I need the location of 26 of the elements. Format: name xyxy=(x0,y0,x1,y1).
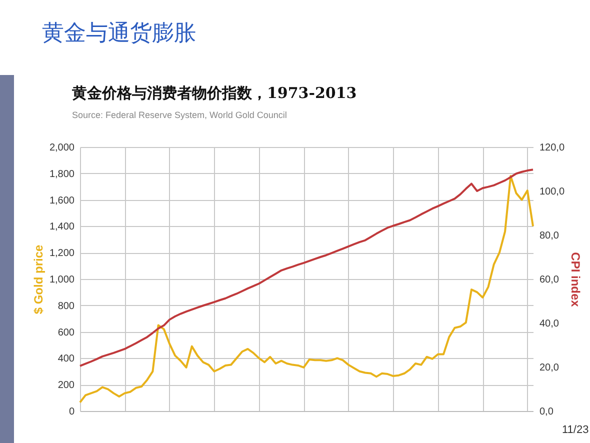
y-tick-label: 200 xyxy=(58,380,75,392)
y-tick-label: 400 xyxy=(58,354,75,365)
y-tick-label: 0 xyxy=(68,406,75,418)
y-tick-label: 1,800 xyxy=(49,168,75,180)
y-tick-label: 1,400 xyxy=(49,222,75,233)
y2-tick-label: 80,0 xyxy=(540,230,560,242)
chart-title: 黄金与通货膨胀 xyxy=(42,20,196,48)
y2-tick-label: 100,0 xyxy=(540,186,565,198)
y2-tick-label: 0,0 xyxy=(540,406,554,418)
y-tick-label: 1,200 xyxy=(49,248,75,260)
y2-axis-title: CPI index xyxy=(568,252,583,308)
source-note: Source: Federal Reserve System, World Gold Council xyxy=(72,110,287,120)
y2-tick-label: 20,0 xyxy=(540,362,560,374)
line-series xyxy=(79,175,534,404)
y2-tick-label: 40,0 xyxy=(540,318,560,330)
line-series xyxy=(79,168,534,367)
y-tick-label: 2,000 xyxy=(49,142,75,154)
y2-tick-label: 120,0 xyxy=(540,142,565,154)
y-axis-title: $ Gold price xyxy=(31,244,46,314)
y-tick-label: 1,000 xyxy=(49,274,75,286)
chart-subtitle: 黄金价格与消费者物价指数，1973-2013 xyxy=(71,84,357,102)
y-tick-label: 800 xyxy=(58,300,75,312)
y-tick-label: 600 xyxy=(58,327,75,338)
text: 11/23 xyxy=(562,424,589,436)
y2-tick-label: 60,0 xyxy=(540,274,560,286)
y-tick-label: 1,600 xyxy=(49,195,75,206)
